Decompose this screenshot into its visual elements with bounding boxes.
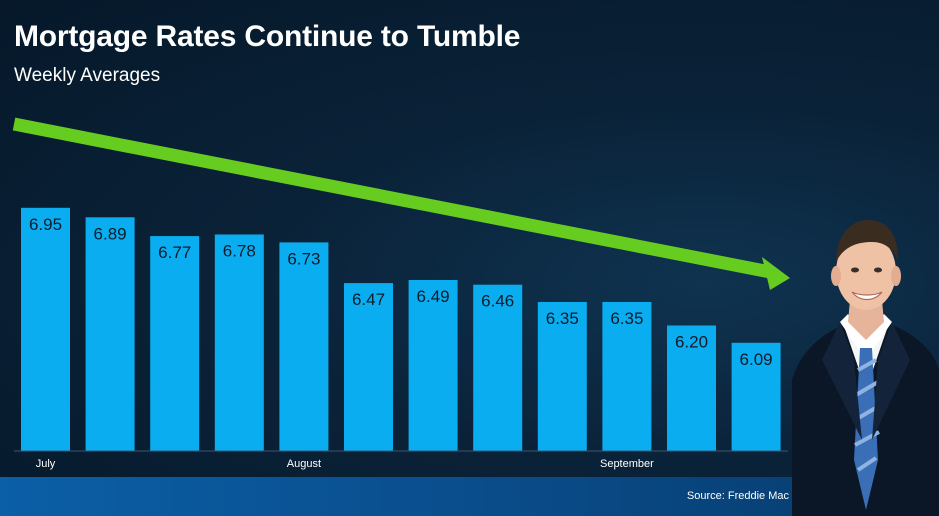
bar (214, 234, 264, 451)
source-note: Source: Freddie Mac (686, 490, 789, 502)
bar (602, 302, 652, 451)
chart-subtitle: Weekly Averages (14, 65, 161, 86)
bar (150, 236, 200, 451)
bar (731, 342, 781, 451)
bar (21, 207, 70, 451)
bar-value-label: 6.35 (610, 309, 643, 328)
bar-value-label: 6.49 (417, 287, 450, 306)
bars-group (21, 207, 781, 451)
presenter-photo (792, 210, 939, 516)
bar-value-label: 6.20 (675, 333, 708, 352)
bar (537, 302, 587, 451)
footer-band (0, 477, 939, 516)
bar-value-label: 6.35 (546, 309, 579, 328)
bar-value-label: 6.89 (94, 224, 127, 243)
x-tick-label: August (287, 458, 321, 470)
bar-value-label: 6.47 (352, 290, 385, 309)
bar-value-label: 6.09 (740, 350, 773, 369)
bar-value-label: 6.46 (481, 292, 514, 311)
bar (667, 325, 716, 451)
x-tick-labels-group: July August September (36, 458, 654, 470)
bar (279, 242, 329, 451)
x-tick-label: September (600, 458, 654, 470)
bar-value-label: 6.73 (287, 249, 320, 268)
bar (344, 283, 393, 451)
person-photo-icon (792, 220, 939, 516)
bar-value-label: 6.95 (29, 215, 62, 234)
value-labels-group: 6.95 6.89 6.77 6.78 6.73 6.47 6.49 6.46 6.35 6.35… (29, 215, 773, 369)
bar-value-label: 6.77 (158, 243, 191, 262)
bar-value-label: 6.78 (223, 242, 256, 261)
bar (473, 284, 523, 451)
trend-arrow-icon (12, 117, 790, 290)
bar (85, 217, 135, 451)
bar (408, 280, 458, 451)
chart-title: Mortgage Rates Continue to Tumble (14, 20, 521, 53)
x-tick-label: July (36, 458, 56, 470)
